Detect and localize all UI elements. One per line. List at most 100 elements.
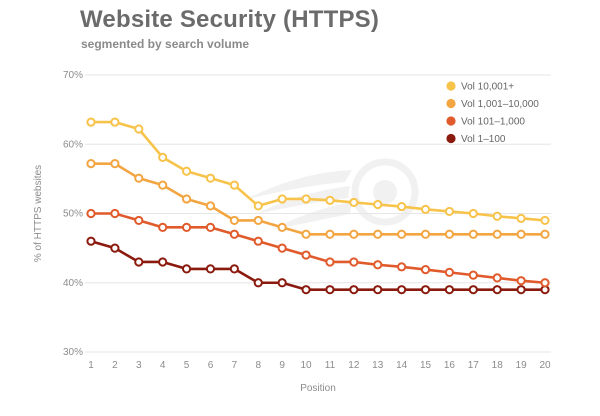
data-point — [540, 229, 550, 239]
data-point — [86, 236, 96, 246]
x-tick-label: 19 — [516, 360, 528, 371]
x-tick-label: 20 — [539, 360, 551, 371]
series-group — [86, 159, 550, 239]
data-point — [205, 222, 216, 232]
x-tick-label: 6 — [208, 360, 214, 371]
data-point — [158, 152, 168, 163]
data-point — [253, 278, 263, 288]
y-tick-label: 60% — [63, 139, 83, 150]
data-point — [253, 201, 263, 211]
x-tick-label: 15 — [420, 360, 432, 371]
data-point — [158, 180, 168, 190]
data-point — [492, 211, 502, 221]
x-tick-label: 7 — [232, 360, 238, 371]
y-tick-label: 70% — [63, 70, 83, 81]
data-point — [492, 285, 502, 295]
data-point — [349, 197, 359, 208]
x-tick-label: 5 — [184, 360, 190, 371]
data-point — [492, 229, 502, 239]
x-tick-label: 10 — [300, 360, 312, 371]
data-point — [349, 285, 359, 295]
data-point — [301, 229, 311, 239]
data-point — [181, 222, 192, 232]
y-tick-label: 40% — [63, 278, 83, 289]
series-group — [86, 117, 550, 226]
chart-subtitle: segmented by search volume — [81, 37, 250, 51]
x-tick-label: 9 — [279, 360, 285, 371]
data-point — [420, 229, 431, 239]
data-point — [205, 201, 216, 211]
data-point — [110, 117, 120, 127]
data-point — [468, 270, 478, 280]
data-point — [253, 215, 263, 226]
x-tick-label: 12 — [348, 360, 360, 371]
y-axis-title: % of HTTPS websites — [33, 165, 44, 262]
data-point — [444, 285, 455, 295]
data-point — [325, 257, 335, 267]
y-tick-label: 30% — [63, 347, 83, 358]
data-point — [516, 229, 526, 239]
series-group — [86, 208, 550, 288]
data-point — [373, 199, 383, 210]
data-point — [516, 213, 526, 223]
legend-swatch — [446, 81, 456, 91]
data-point — [181, 194, 192, 204]
data-point — [86, 117, 96, 127]
data-point — [301, 285, 311, 295]
data-point — [229, 264, 239, 274]
legend-label: Vol 1,001–10,000 — [461, 99, 539, 110]
x-tick-label: 13 — [372, 360, 384, 371]
x-tick-label: 8 — [255, 360, 261, 371]
data-point — [325, 229, 335, 239]
data-point — [229, 215, 239, 226]
x-tick-label: 3 — [136, 360, 142, 371]
data-point — [158, 257, 168, 267]
data-point — [86, 159, 96, 169]
data-point — [373, 285, 383, 295]
data-point — [516, 276, 526, 286]
data-point — [205, 173, 216, 183]
data-point — [277, 222, 287, 232]
data-point — [397, 229, 407, 239]
data-point — [325, 195, 335, 205]
data-point — [349, 257, 359, 267]
legend-label: Vol 101–1,000 — [461, 117, 525, 128]
data-point — [301, 250, 311, 260]
data-point — [134, 215, 144, 226]
data-point — [229, 180, 239, 190]
data-point — [492, 273, 502, 283]
series-group — [86, 236, 550, 295]
data-point — [205, 264, 216, 274]
data-point — [444, 267, 455, 277]
x-tick-label: 1 — [88, 360, 94, 371]
data-point — [110, 159, 120, 169]
data-point — [110, 208, 120, 219]
x-tick-label: 18 — [492, 360, 504, 371]
data-point — [373, 260, 383, 270]
data-point — [540, 215, 550, 226]
data-point — [110, 243, 120, 253]
data-point — [229, 229, 239, 239]
legend-swatch — [446, 116, 456, 126]
data-point — [301, 194, 311, 204]
data-point — [540, 278, 550, 288]
data-point — [444, 229, 455, 239]
x-tick-label: 11 — [325, 360, 336, 371]
legend-label: Vol 10,001+ — [461, 82, 514, 93]
x-tick-label: 17 — [468, 360, 480, 371]
data-point — [468, 285, 478, 295]
y-tick-label: 50% — [63, 209, 83, 220]
data-point — [277, 278, 287, 288]
data-point — [468, 229, 478, 239]
legend-swatch — [446, 133, 456, 144]
data-point — [420, 285, 431, 295]
data-point — [277, 194, 287, 204]
data-point — [134, 173, 144, 183]
data-point — [134, 257, 144, 267]
x-axis-title: Position — [300, 383, 336, 394]
data-point — [349, 229, 359, 239]
data-point — [134, 124, 144, 134]
data-point — [397, 262, 407, 272]
x-tick-label: 2 — [112, 360, 118, 371]
